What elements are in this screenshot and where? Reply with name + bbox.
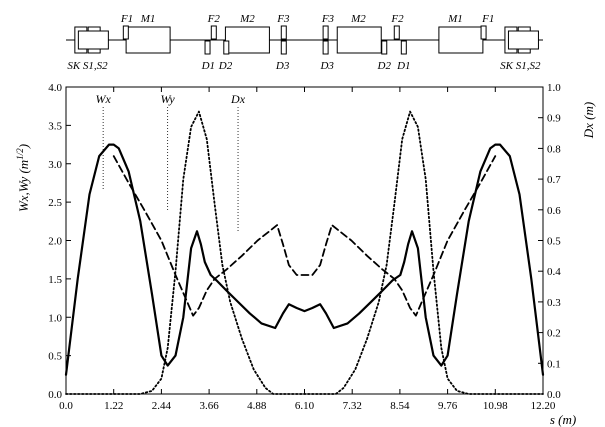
x-tick-label: 2.44: [152, 400, 172, 412]
lattice-label-bottom: D1: [201, 60, 215, 72]
y-tick-label-left: 0.0: [48, 389, 62, 401]
lattice-label-bottom: D2: [377, 60, 392, 72]
lattice-label-top: F2: [207, 13, 221, 25]
x-tick-label: 0.0: [59, 400, 73, 412]
lattice-label-top: F2: [390, 13, 404, 25]
x-tick-label: 12.20: [531, 400, 556, 412]
y-tick-label-left: 2.5: [48, 197, 62, 209]
y-axis-label-left: Wx,Wy (m1/2): [15, 144, 31, 212]
curve-annotations: Wx Wy Dx: [95, 92, 246, 233]
f-quad: [210, 25, 217, 40]
y-axis-label-right: Dx (m): [581, 102, 596, 139]
m1-magnet: [438, 26, 484, 54]
y-tick-label-right: 0.1: [547, 358, 561, 370]
f-quad: [280, 25, 287, 40]
y-tick-label-left: 2.0: [48, 236, 62, 248]
data-series: [64, 110, 545, 395]
y-tick-label-right: 0.0: [547, 389, 561, 401]
y-tick-label-right: 0.8: [547, 143, 561, 155]
lattice-label-top: M1: [140, 13, 156, 25]
lattice-label-top: F1: [481, 13, 494, 25]
m2-magnet: [224, 26, 270, 54]
lattice-label-bottom: D3: [319, 60, 334, 72]
y-tick-label-right: 0.4: [547, 266, 561, 278]
x-tick-label: 10.98: [483, 400, 508, 412]
lattice-label-top: M1: [447, 13, 463, 25]
lattice-label-bottom: D1: [396, 60, 410, 72]
series-wy-line: [112, 155, 497, 317]
lattice-label-top: M2: [350, 13, 366, 25]
annotation-dx: Dx: [230, 92, 246, 106]
y-tick-label-right: 0.6: [547, 205, 561, 217]
y-tick-label-left: 4.0: [48, 82, 62, 94]
f-quad: [393, 25, 400, 40]
lattice-label-bottom: D3: [275, 60, 290, 72]
s1-s2-block: [77, 30, 109, 50]
plot-frame: [65, 86, 544, 395]
y-tick-label-right: 0.2: [547, 328, 561, 340]
y-tick-label-left: 1.0: [48, 312, 62, 324]
lattice-label-top: F1: [120, 13, 133, 25]
series-wx-line: [64, 143, 545, 376]
lattice-label-top: F3: [321, 13, 335, 25]
m1-magnet: [125, 26, 171, 54]
x-tick-label: 6.10: [295, 400, 315, 412]
y-tick-label-right: 0.3: [547, 297, 561, 309]
d-quad: [381, 40, 388, 55]
lattice-label-bottom: SK S1,S2: [67, 60, 108, 72]
series-dx-line: [65, 110, 544, 395]
y-tick-label-left: 3.0: [48, 159, 62, 171]
x-axis-label: s (m): [550, 412, 576, 427]
annotation-wx: Wx: [95, 92, 111, 106]
d-quad: [322, 40, 329, 55]
lattice-label-top: M2: [239, 13, 255, 25]
axis-ticks: 0.0 1.22 2.44 3.66 4.88 6.10 7.32 8.54 9.76 10.98…: [48, 82, 561, 412]
lattice-label-top: F3: [276, 13, 290, 25]
lattice-label-bottom: D2: [218, 60, 233, 72]
x-tick-label: 7.32: [343, 400, 362, 412]
lattice-label-bottom: SK S1,S2: [500, 60, 541, 72]
m2-magnet: [336, 26, 382, 54]
d-quad: [223, 40, 230, 55]
y-tick-label-right: 0.9: [547, 113, 561, 125]
plot-border: [65, 86, 544, 395]
f-quad: [122, 25, 129, 40]
y-tick-label-right: 0.7: [547, 174, 561, 186]
x-tick-label: 4.88: [247, 400, 267, 412]
x-tick-label: 8.54: [390, 400, 410, 412]
x-tick-label: 9.76: [438, 400, 458, 412]
d-quad: [400, 40, 407, 55]
d-quad: [280, 40, 287, 55]
d-quad: [204, 40, 211, 55]
x-tick-label: 3.66: [199, 400, 219, 412]
y-tick-label-left: 3.5: [48, 120, 62, 132]
f-quad: [480, 25, 487, 40]
annotation-wy: Wy: [161, 92, 176, 106]
x-tick-label: 1.22: [104, 400, 123, 412]
y-tick-label-left: 1.5: [48, 274, 62, 286]
y-tick-label-right: 0.5: [547, 236, 561, 248]
f-quad: [322, 25, 329, 40]
y-tick-label-right: 1.0: [547, 82, 561, 94]
s1-s2-block: [507, 30, 539, 50]
y-tick-label-left: 0.5: [48, 351, 62, 363]
